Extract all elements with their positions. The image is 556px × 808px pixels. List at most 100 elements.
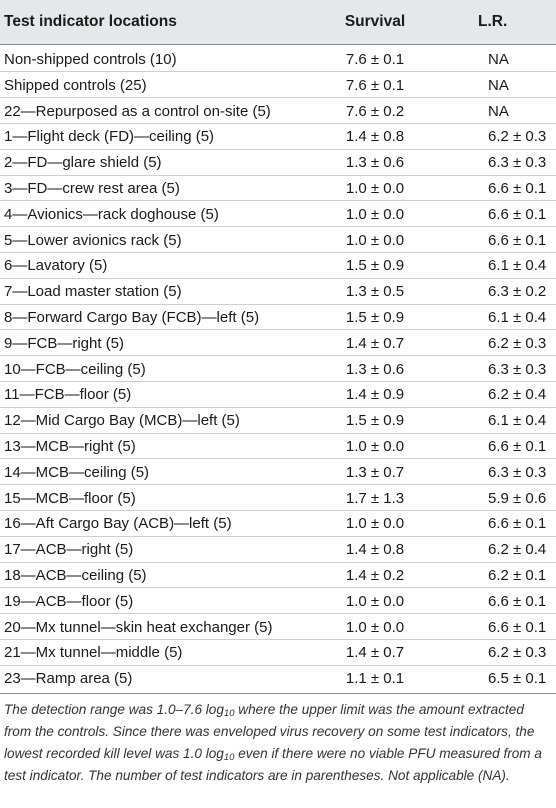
table-row: 23—Ramp area (5) 1.1 ± 0.1 6.5 ± 0.1 (0, 666, 556, 692)
cell-survival: 1.0 ± 0.0 (345, 231, 405, 249)
row-divider (0, 613, 556, 615)
cell-lr: 6.2 ± 0.4 (488, 541, 547, 559)
cell-location: 4—Avionics—rack doghouse (5) (4, 205, 219, 223)
cell-survival: 1.0 ± 0.0 (345, 592, 405, 610)
cell-lr: 6.6 ± 0.1 (488, 515, 547, 533)
cell-location: 9—FCB—right (5) (4, 334, 125, 352)
cell-location: 2—FD—glare shield (5) (4, 154, 162, 172)
cell-survival: 1.0 ± 0.0 (345, 515, 405, 533)
footnote-text-1: The detection range was 1.0–7.6 log (4, 702, 224, 717)
cell-survival: 1.4 ± 0.8 (345, 128, 405, 146)
table-row: 11—FCB—floor (5) 1.4 ± 0.9 6.2 ± 0.4 (0, 382, 556, 408)
footnote-subscript-2: 10 (223, 752, 235, 763)
table-row: 12—Mid Cargo Bay (MCB)—left (5) 1.5 ± 0.9… (0, 408, 556, 434)
header-divider (0, 44, 556, 45)
cell-lr: NA (488, 51, 509, 68)
row-divider (0, 458, 556, 460)
row-divider (0, 509, 556, 511)
cell-lr: 6.6 ± 0.1 (488, 205, 547, 223)
table-row: 13—MCB—right (5) 1.0 ± 0.0 6.6 ± 0.1 (0, 434, 556, 460)
cell-survival: 1.4 ± 0.7 (345, 644, 405, 662)
cell-lr: 5.9 ± 0.6 (488, 489, 547, 507)
table-row: 15—MCB—floor (5) 1.7 ± 1.3 5.9 ± 0.6 (0, 486, 556, 512)
cell-location: 7—Load master station (5) (4, 283, 182, 301)
table-row: 4—Avionics—rack doghouse (5) 1.0 ± 0.0 6.6… (0, 202, 556, 228)
cell-survival: 1.3 ± 0.7 (345, 463, 405, 481)
cell-lr: 6.2 ± 0.1 (488, 567, 547, 584)
cell-location: 20—Mx tunnel—skin heat exchanger (5) (4, 618, 273, 636)
cell-location: 1—Flight deck (FD)—ceiling (5) (4, 128, 215, 146)
table-header (0, 0, 556, 44)
table-row: 17—ACB—right (5) 1.4 ± 0.8 6.2 ± 0.4 (0, 537, 556, 563)
cell-lr: 6.3 ± 0.3 (488, 360, 547, 378)
cell-location: 11—FCB—floor (5) (4, 386, 132, 404)
cell-location: 19—ACB—floor (5) (4, 592, 134, 610)
cell-survival: 1.3 ± 0.6 (345, 360, 405, 378)
cell-lr: NA (488, 76, 509, 94)
table-footnote: The detection range was 1.0–7.6 log10 wh… (4, 699, 552, 787)
table-row: 2—FD—glare shield (5) 1.3 ± 0.6 6.3 ± 0.3 (0, 150, 556, 176)
row-divider (0, 355, 556, 357)
table-row: 8—Forward Cargo Bay (FCB)—left (5) 1.5 ± … (0, 305, 556, 331)
cell-lr: 6.1 ± 0.4 (488, 412, 547, 430)
cell-location: 8—Forward Cargo Bay (FCB)—left (5) (4, 309, 260, 326)
row-divider (0, 484, 556, 486)
table-row: 22—Repurposed as a control on-site (5) 7.… (0, 99, 556, 125)
cell-lr: 6.6 ± 0.1 (488, 438, 547, 455)
table-row: 14—MCB—ceiling (5) 1.3 ± 0.7 6.3 ± 0.3 (0, 460, 556, 486)
cell-location: 22—Repurposed as a control on-site (5) (4, 102, 271, 120)
cell-location: 12—Mid Cargo Bay (MCB)—left (5) (4, 412, 240, 430)
row-divider (0, 226, 556, 228)
footnote-subscript-1: 10 (223, 708, 235, 719)
row-divider (0, 71, 556, 73)
table-row: 1—Flight deck (FD)—ceiling (5) 1.4 ± 0.8 6… (0, 124, 556, 150)
table-row: 3—FD—crew rest area (5) 1.0 ± 0.0 6.6 ± 0.… (0, 176, 556, 202)
row-divider (0, 587, 556, 589)
cell-survival: 1.0 ± 0.0 (345, 180, 405, 197)
cell-lr: 6.5 ± 0.1 (488, 670, 547, 688)
cell-survival: 7.6 ± 0.1 (345, 51, 405, 68)
cell-survival: 1.4 ± 0.2 (345, 567, 405, 584)
cell-survival: 7.6 ± 0.1 (345, 76, 405, 94)
row-divider (0, 97, 556, 99)
row-divider (0, 432, 556, 434)
table-row: 19—ACB—floor (5) 1.0 ± 0.0 6.6 ± 0.1 (0, 589, 556, 615)
cell-location: 18—ACB—ceiling (5) (4, 567, 147, 584)
cell-survival: 1.4 ± 0.7 (345, 334, 405, 352)
table-row: Shipped controls (25) 7.6 ± 0.1 NA (0, 73, 556, 99)
cell-lr: 6.6 ± 0.1 (488, 618, 547, 636)
cell-location: Non-shipped controls (10) (4, 51, 177, 68)
cell-survival: 1.4 ± 0.9 (345, 386, 405, 404)
cell-lr: NA (488, 102, 509, 120)
cell-location: 16—Aft Cargo Bay (ACB)—left (5) (4, 515, 232, 533)
table-row: 21—Mx tunnel—middle (5) 1.4 ± 0.7 6.2 ± 0.… (0, 640, 556, 666)
row-divider (0, 122, 556, 124)
cell-survival: 1.1 ± 0.1 (345, 670, 405, 688)
cell-survival: 1.0 ± 0.0 (345, 618, 405, 636)
row-divider (0, 251, 556, 253)
cell-lr: 6.3 ± 0.3 (488, 463, 547, 481)
row-divider (0, 535, 556, 537)
table-row: 5—Lower avionics rack (5) 1.0 ± 0.0 6.6 ± … (0, 228, 556, 254)
row-divider (0, 406, 556, 408)
row-divider (0, 303, 556, 305)
cell-survival: 7.6 ± 0.2 (345, 102, 405, 120)
table-row: Non-shipped controls (10) 7.6 ± 0.1 NA (0, 47, 556, 73)
cell-location: 6—Lavatory (5) (4, 257, 108, 275)
row-divider (0, 664, 556, 666)
cell-lr: 6.2 ± 0.3 (488, 644, 547, 662)
cell-lr: 6.6 ± 0.1 (488, 231, 547, 249)
table-row: 7—Load master station (5) 1.3 ± 0.5 6.3 ± … (0, 279, 556, 305)
header-lr: L.R. (478, 13, 508, 30)
cell-survival: 1.7 ± 1.3 (345, 489, 405, 507)
header-survival: Survival (344, 13, 406, 30)
cell-lr: 6.3 ± 0.3 (488, 154, 547, 172)
cell-location: Shipped controls (25) (4, 76, 147, 94)
cell-lr: 6.2 ± 0.3 (488, 128, 547, 146)
cell-lr: 6.1 ± 0.4 (488, 257, 547, 275)
cell-survival: 1.3 ± 0.6 (345, 154, 405, 172)
cell-location: 5—Lower avionics rack (5) (4, 231, 182, 249)
row-divider (0, 277, 556, 279)
cell-location: 14—MCB—ceiling (5) (4, 463, 150, 481)
